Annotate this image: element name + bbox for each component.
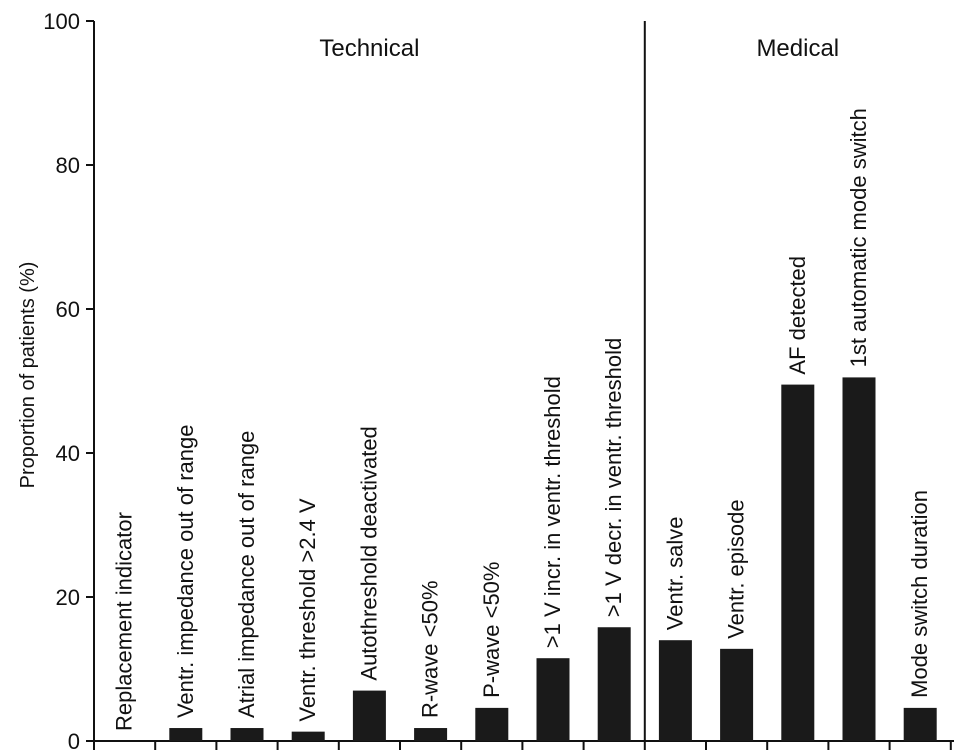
bar-label-9: >1 V decr. in ventr. threshold: [601, 338, 626, 617]
bar-14: [903, 707, 937, 741]
y-tick-label-40: 40: [56, 441, 80, 466]
bar-7: [475, 707, 509, 741]
bar-5: [352, 690, 386, 741]
bar-label-8: >1 V incr. in ventr. threshold: [540, 376, 565, 648]
bar-label-11: Ventr. episode: [724, 499, 749, 638]
group-label-medical: Medical: [756, 35, 839, 62]
bar-13: [842, 377, 876, 741]
bar-label-1: Replacement indicator: [112, 512, 137, 731]
y-tick-label-100: 100: [43, 9, 80, 34]
bar-label-6: R-wave <50%: [418, 580, 443, 718]
bar-label-2: Ventr. impedance out of range: [173, 424, 198, 718]
bar-label-14: Mode switch duration: [907, 490, 932, 698]
bar-label-3: Atrial impedance out of range: [234, 431, 259, 718]
y-axis-title: Proportion of patients (%): [17, 262, 39, 489]
bar-12: [781, 384, 815, 741]
bars: [169, 377, 937, 741]
group-labels: Technical Medical: [319, 21, 839, 741]
bar-label-13: 1st automatic mode switch: [846, 108, 871, 367]
group-label-technical: Technical: [319, 35, 419, 62]
bar-label-7: P-wave <50%: [479, 562, 504, 698]
bar-label-4: Ventr. threshold >2.4 V: [295, 498, 320, 722]
x-axis: [93, 740, 954, 750]
bar-4: [291, 731, 325, 741]
bar-9: [597, 627, 631, 741]
bar-labels: Replacement indicator Ventr. impedance ou…: [112, 108, 933, 731]
bar-10: [658, 640, 692, 741]
bar-label-5: Autothreshold deactivated: [356, 426, 381, 680]
y-tick-label-20: 20: [56, 585, 80, 610]
y-tick-label-0: 0: [68, 729, 80, 750]
bar-2: [169, 728, 203, 741]
y-tick-label-60: 60: [56, 297, 80, 322]
y-tick-label-80: 80: [56, 153, 80, 178]
bar-6: [414, 728, 448, 741]
bar-11: [720, 648, 754, 741]
y-axis: 0 20 40 60 80 100: [43, 9, 95, 750]
bar-label-12: AF detected: [785, 256, 810, 375]
bar-3: [230, 728, 264, 741]
bar-8: [536, 658, 570, 741]
bar-label-10: Ventr. salve: [662, 516, 687, 630]
